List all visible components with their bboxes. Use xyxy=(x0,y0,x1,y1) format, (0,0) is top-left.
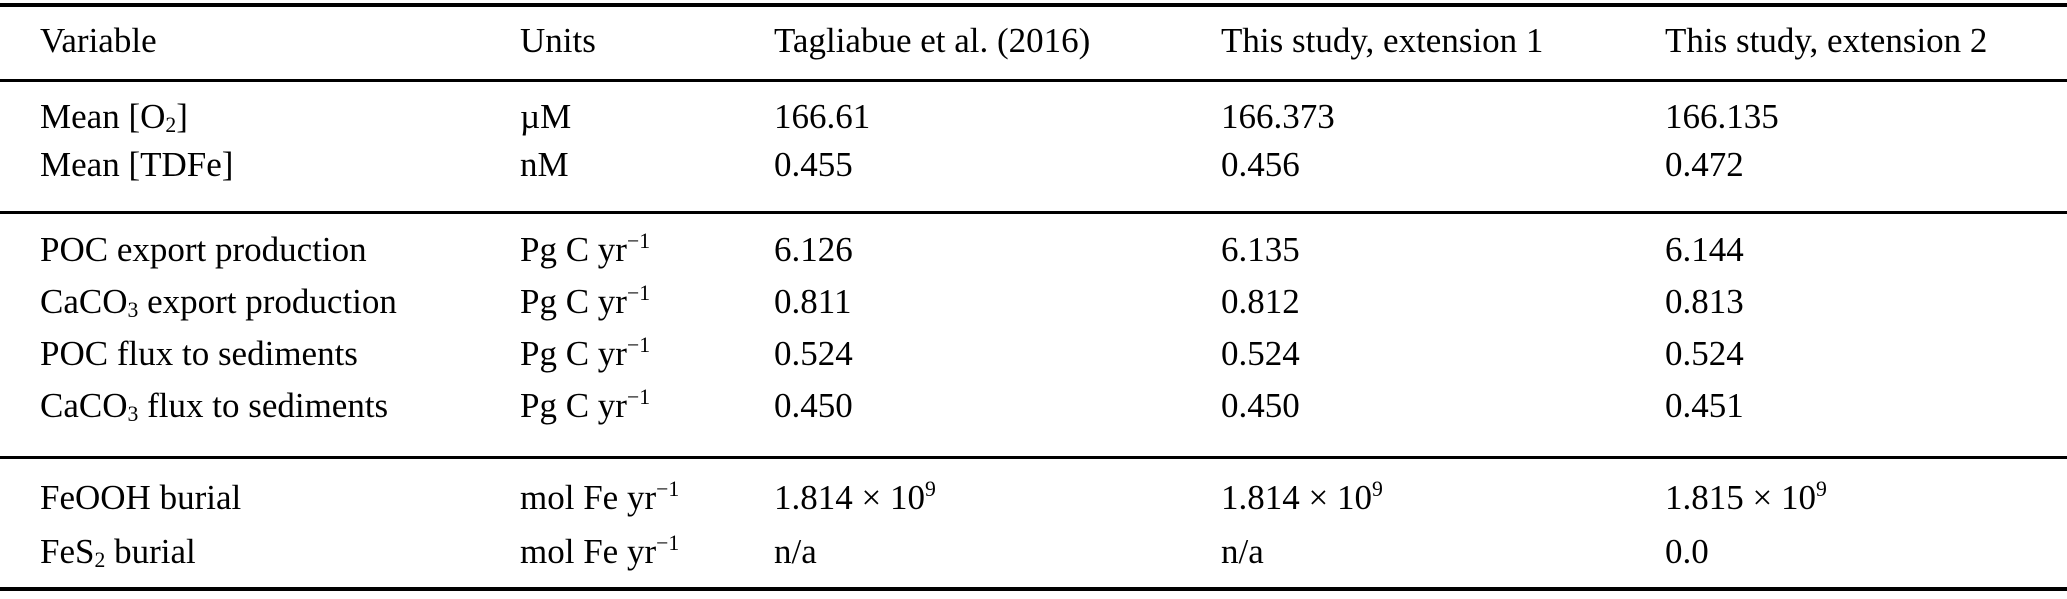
table-row: CaCO3 export production Pg C yr−1 0.811 … xyxy=(0,276,2067,328)
table-row: POC export production Pg C yr−1 6.126 6.… xyxy=(0,224,2067,276)
cell-value-ext2: 1.815 × 109 xyxy=(1665,476,1827,517)
header-this-study-extension-1: This study, extension 1 xyxy=(1221,21,1544,60)
cell-value-ext1: 0.812 xyxy=(1221,282,1300,321)
cell-value-ext2: 0.472 xyxy=(1665,145,1744,184)
cell-units: Pg C yr−1 xyxy=(520,280,651,321)
cell-value-ext1: 0.524 xyxy=(1221,334,1300,373)
table-row: CaCO3 flux to sediments Pg C yr−1 0.450 … xyxy=(0,380,2067,432)
cell-value-ext2: 0.0 xyxy=(1665,532,1709,571)
cell-units: Pg C yr−1 xyxy=(520,228,651,269)
cell-variable: Mean [O2] xyxy=(40,97,188,137)
table-row: FeS2 burial mol Fe yr−1 n/a n/a 0.0 xyxy=(0,525,2067,579)
cell-value-ext2: 6.144 xyxy=(1665,230,1744,269)
cell-value-tagliabue: 166.61 xyxy=(774,97,871,136)
group-separator-rule xyxy=(0,456,2067,459)
cell-variable: CaCO3 export production xyxy=(40,282,397,322)
cell-value-tagliabue: 6.126 xyxy=(774,230,853,269)
cell-units: mol Fe yr−1 xyxy=(520,530,680,571)
cell-value-tagliabue: 1.814 × 109 xyxy=(774,476,936,517)
cell-units: µM xyxy=(520,97,572,136)
group-mean-concentrations: Mean [O2] µM 166.61 166.373 166.135 Mean… xyxy=(0,82,2067,211)
cell-units: mol Fe yr−1 xyxy=(520,476,680,517)
cell-value-ext1: 0.456 xyxy=(1221,145,1300,184)
header-variable: Variable xyxy=(40,21,157,60)
cell-value-ext2: 0.813 xyxy=(1665,282,1744,321)
table-header-row: Variable Units Tagliabue et al. (2016) T… xyxy=(0,7,2067,79)
table-row: POC flux to sediments Pg C yr−1 0.524 0.… xyxy=(0,328,2067,380)
cell-value-ext2: 0.451 xyxy=(1665,386,1744,425)
cell-variable: POC flux to sediments xyxy=(40,334,358,373)
header-units: Units xyxy=(520,21,596,60)
cell-units: Pg C yr−1 xyxy=(520,384,651,425)
header-separator-rule xyxy=(0,79,2067,82)
group-export-flux: POC export production Pg C yr−1 6.126 6.… xyxy=(0,214,2067,456)
cell-value-tagliabue: 0.524 xyxy=(774,334,853,373)
cell-units: Pg C yr−1 xyxy=(520,332,651,373)
cell-variable: FeS2 burial xyxy=(40,532,196,572)
table-top-rule xyxy=(0,3,2067,7)
cell-value-tagliabue: n/a xyxy=(774,532,817,571)
table-row: FeOOH burial mol Fe yr−1 1.814 × 109 1.8… xyxy=(0,471,2067,525)
group-separator-rule xyxy=(0,211,2067,214)
cell-value-ext1: 1.814 × 109 xyxy=(1221,476,1383,517)
cell-value-tagliabue: 0.450 xyxy=(774,386,853,425)
cell-value-ext1: n/a xyxy=(1221,532,1264,571)
cell-value-tagliabue: 0.811 xyxy=(774,282,852,321)
cell-value-ext1: 0.450 xyxy=(1221,386,1300,425)
cell-variable: POC export production xyxy=(40,230,367,269)
cell-units: nM xyxy=(520,145,569,184)
group-burial: FeOOH burial mol Fe yr−1 1.814 × 109 1.8… xyxy=(0,459,2067,587)
cell-value-ext1: 6.135 xyxy=(1221,230,1300,269)
table-bottom-rule xyxy=(0,587,2067,591)
header-tagliabue-2016: Tagliabue et al. (2016) xyxy=(774,21,1091,60)
header-this-study-extension-2: This study, extension 2 xyxy=(1665,21,1988,60)
table-row: Mean [TDFe] nM 0.455 0.456 0.472 xyxy=(0,141,2067,189)
cell-value-ext2: 0.524 xyxy=(1665,334,1744,373)
cell-value-ext1: 166.373 xyxy=(1221,97,1335,136)
cell-value-ext2: 166.135 xyxy=(1665,97,1779,136)
cell-variable: Mean [TDFe] xyxy=(40,145,234,184)
table-row: Mean [O2] µM 166.61 166.373 166.135 xyxy=(0,93,2067,141)
cell-variable: CaCO3 flux to sediments xyxy=(40,386,389,426)
cell-variable: FeOOH burial xyxy=(40,478,242,517)
cell-value-tagliabue: 0.455 xyxy=(774,145,853,184)
